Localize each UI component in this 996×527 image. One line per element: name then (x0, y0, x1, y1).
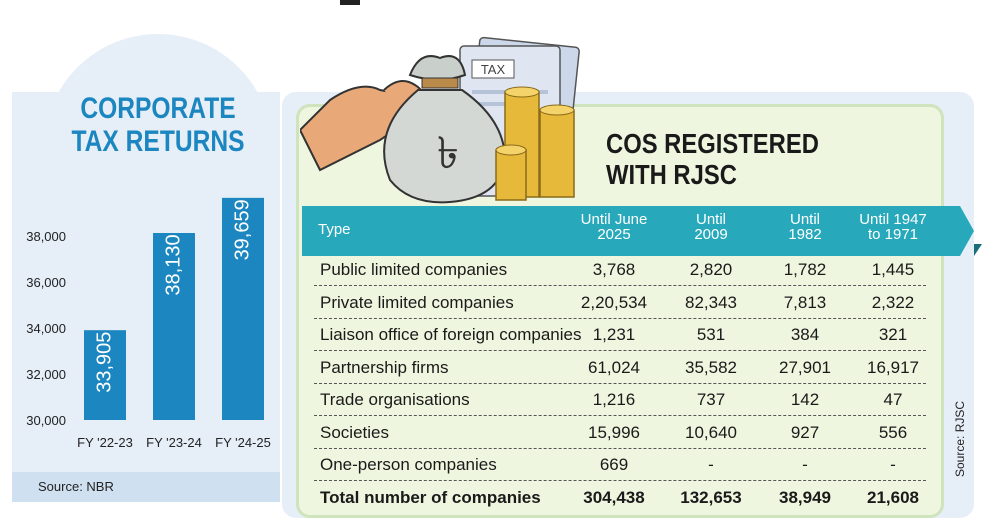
header-arrow (960, 206, 974, 256)
x-tick-label: FY '24-25 (215, 435, 271, 450)
cell-until-june-2025: 61,024 (588, 357, 640, 377)
cell-until-june-2025: 15,996 (588, 422, 640, 442)
cell-until-1947-to-1971: 16,917 (867, 357, 919, 377)
table-row: Trade organisations 1,216 737 142 47 (314, 384, 926, 416)
col-header-until-1947-to-1971: Until 1947 to 1971 (859, 211, 927, 243)
chart-title-line2: TAX RETURNS (71, 125, 245, 158)
cell-until-june-2025: 669 (599, 455, 629, 474)
cell-until-1982: 1,782 (783, 260, 827, 279)
bar-value-label: 38,130 (162, 234, 184, 295)
cell-until-1947-to-1971: 1,445 (871, 260, 915, 279)
cell-until-june-2025: 2,20,534 (580, 292, 648, 312)
money-bag-illustration: TAX ৳ (300, 36, 580, 204)
cell-until-1982: 384 (790, 325, 820, 344)
bar (222, 197, 264, 420)
source-rjsc: Source: RJSC (953, 400, 967, 477)
table-row: Partnership firms 61,024 35,582 27,901 16,91… (314, 352, 926, 384)
table-row: Private limited companies 2,20,534 82,343 7… (314, 287, 926, 319)
cell-type: Trade organisations (320, 390, 470, 409)
bar-value-label: 39,659 (231, 199, 253, 260)
chart-title: CORPORATE TAX RETURNS (65, 92, 252, 158)
col-header-until-1982: Until 1982 (788, 211, 822, 243)
cell-until-1982: - (802, 455, 808, 474)
total-until-1947-to-1971: 21,608 (867, 488, 919, 507)
y-tick-label: 38,000 (26, 229, 66, 244)
title-arch (44, 34, 272, 224)
cell-until-1947-to-1971: - (890, 455, 896, 474)
bar-chart: 30,000 32,000 34,000 36,000 38,000 33,905 FY '… (26, 197, 271, 450)
bar (84, 330, 126, 420)
cell-until-2009: 531 (696, 325, 726, 344)
bar-value-label: 33,905 (93, 332, 115, 393)
source-nbr-strip: Source: NBR (12, 472, 280, 502)
y-tick-label: 36,000 (26, 275, 66, 290)
cell-until-2009: 2,820 (689, 260, 733, 279)
cell-until-june-2025: 1,216 (592, 390, 636, 409)
row-separator (314, 382, 926, 384)
table-title-line1: COS REGISTERED (606, 128, 819, 159)
row-separator (314, 350, 926, 351)
y-tick-label: 30,000 (26, 413, 66, 428)
cell-type: One-person companies (320, 455, 497, 474)
cell-until-1982: 27,901 (779, 357, 831, 377)
svg-text:৳: ৳ (437, 128, 459, 179)
chart-title-line1: CORPORATE (80, 92, 236, 125)
money-bag-icon: ৳ (383, 55, 507, 204)
table-row: One-person companies 669 - - - (314, 449, 926, 481)
y-tick-label: 34,000 (26, 321, 66, 336)
row-separator (314, 317, 926, 319)
svg-text:TAX: TAX (481, 62, 506, 77)
row-separator (314, 285, 926, 286)
total-until-1982: 38,949 (779, 488, 831, 507)
cell-until-1947-to-1971: 556 (878, 422, 908, 442)
cell-type: Partnership firms (320, 357, 449, 377)
col-header-until-2009: Until 2009 (694, 211, 728, 243)
col-header-type: Type (318, 221, 351, 238)
total-until-june-2025: 304,438 (583, 488, 645, 507)
cell-until-june-2025: 3,768 (592, 260, 636, 279)
cell-until-1947-to-1971: 47 (883, 390, 903, 409)
cell-until-1982: 7,813 (783, 292, 827, 312)
total-label: Total number of companies (320, 488, 541, 507)
cell-until-1947-to-1971: 2,322 (871, 292, 915, 312)
table-row: Liaison office of foreign companies 1,231… (314, 319, 926, 351)
row-separator (314, 447, 926, 449)
col-header-until-june-2025: Until June 2025 (580, 211, 648, 243)
cell-until-2009: 82,343 (685, 292, 737, 312)
cell-until-2009: - (708, 455, 714, 474)
table-row-total: Total number of companies 304,438 132,65… (314, 482, 926, 514)
total-until-2009: 132,653 (680, 488, 742, 507)
x-tick-label: FY '23-24 (146, 435, 202, 450)
cell-until-1982: 927 (790, 422, 820, 442)
table-header (302, 206, 960, 256)
bar (153, 233, 195, 420)
source-rjsc-holder: Source: RJSC (950, 400, 970, 480)
table-row: Public limited companies 3,768 2,820 1,782 1… (314, 254, 926, 286)
row-separator (314, 480, 926, 481)
cell-until-2009: 10,640 (685, 422, 737, 442)
header-fold (974, 244, 982, 256)
cell-until-2009: 35,582 (685, 357, 737, 377)
top-mark (340, 0, 360, 5)
cell-type: Private limited companies (320, 292, 514, 312)
cell-until-june-2025: 1,231 (592, 325, 636, 344)
cell-type: Liaison office of foreign companies (320, 325, 582, 344)
source-nbr: Source: NBR (38, 479, 114, 494)
x-tick-label: FY '22-23 (77, 435, 133, 450)
table-title: COS REGISTERED WITH RJSC (606, 128, 819, 190)
y-tick-label: 32,000 (26, 367, 66, 382)
coin-stack-icon (495, 86, 575, 201)
table-row: Societies 15,996 10,640 927 556 (314, 417, 926, 449)
cell-until-2009: 737 (696, 390, 726, 409)
cell-type: Societies (320, 422, 389, 442)
table-title-line2: WITH RJSC (606, 159, 737, 190)
cell-type: Public limited companies (320, 260, 508, 279)
cell-until-1947-to-1971: 321 (878, 325, 908, 344)
cell-until-1982: 142 (790, 390, 820, 409)
row-separator (314, 415, 926, 416)
